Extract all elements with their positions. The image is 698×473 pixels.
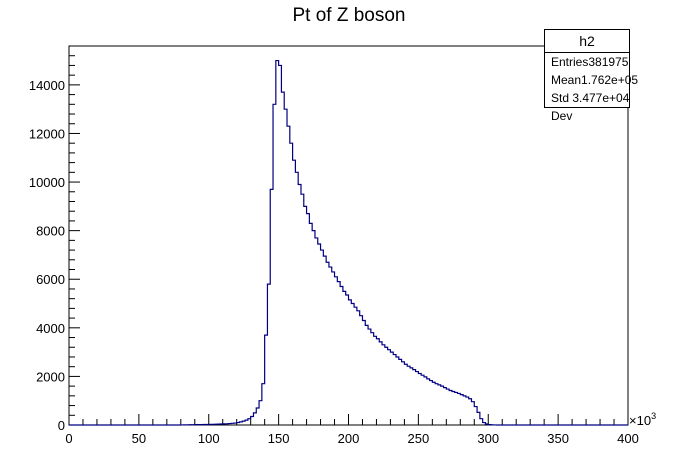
stats-value: 381975 [588, 55, 629, 69]
stats-box-name: h2 [545, 30, 629, 53]
y-tick-label: 2000 [36, 369, 65, 384]
stats-label: Std Dev [551, 91, 573, 123]
x-tick-label: 400 [617, 431, 639, 446]
stats-value: 3.477e+04 [572, 91, 630, 105]
histogram-line [69, 59, 628, 426]
stats-label: Entries [551, 55, 589, 69]
x-axis: 0 50 100 150 200 250 300 350 400 [65, 414, 639, 446]
x-tick-label: 0 [65, 431, 72, 446]
x-tick-label: 100 [198, 431, 220, 446]
x-axis-exponent: ×103 [629, 411, 656, 428]
y-tick-label: 14000 [29, 78, 65, 93]
x-tick-label: 200 [338, 431, 360, 446]
x-tick-label: 50 [132, 431, 146, 446]
y-tick-label: 8000 [36, 224, 65, 239]
x-tick-label: 150 [268, 431, 290, 446]
y-axis: 0 2000 4000 6000 8000 10000 12000 14000 [29, 45, 80, 433]
stats-box: h2 Entries 381975 Mean 1.762e+05 Std Dev… [544, 29, 638, 123]
stats-row-std-dev: Std Dev 3.477e+04 [545, 89, 630, 123]
x-tick-label: 350 [547, 431, 569, 446]
chart-title: Pt of Z boson [292, 5, 406, 26]
y-tick-label: 0 [58, 418, 65, 433]
y-tick-label: 6000 [36, 272, 65, 287]
x-tick-label: 250 [408, 431, 430, 446]
y-tick-label: 4000 [36, 321, 65, 336]
stats-row-mean: Mean 1.762e+05 [545, 71, 638, 89]
y-tick-label: 10000 [29, 175, 65, 190]
x-tick-label: 300 [477, 431, 499, 446]
stats-label: Mean [551, 73, 582, 87]
stats-row-entries: Entries 381975 [545, 53, 629, 71]
y-tick-label: 12000 [29, 126, 65, 141]
stats-value: 1.762e+05 [581, 73, 639, 87]
